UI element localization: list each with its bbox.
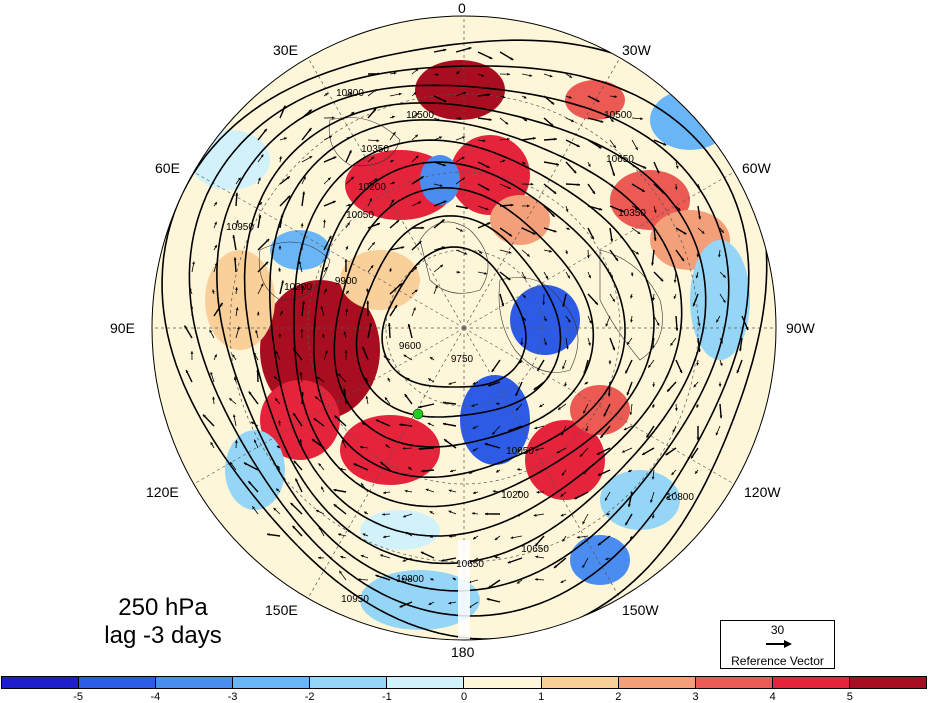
lon-label-90e: 90E <box>110 320 135 336</box>
reference-vector-magnitude: 30 <box>721 623 834 637</box>
lon-label-180: 180 <box>451 644 474 660</box>
lon-label-120e: 120E <box>146 484 179 500</box>
colorbar-segment <box>387 677 464 688</box>
colorbar <box>1 676 927 689</box>
contour-label: 10950 <box>226 222 254 233</box>
colorbar-tick-label: 2 <box>615 691 621 703</box>
colorbar-tick-label: 0 <box>461 691 467 703</box>
colorbar-tick-label: -2 <box>305 691 315 703</box>
figure-title: 250 hPa lag -3 days <box>80 594 246 650</box>
contour-label: 9900 <box>335 276 358 287</box>
contour-label: 10200 <box>358 182 386 193</box>
lon-label-120w: 120W <box>744 484 781 500</box>
anomaly-patch <box>650 90 730 150</box>
colorbar-segment <box>233 677 310 688</box>
reference-vector-label: Reference Vector <box>721 654 834 668</box>
contour-label: 9600 <box>399 341 422 352</box>
contour-label: 10350 <box>618 208 646 219</box>
colorbar-segment <box>696 677 773 688</box>
colorbar-segment <box>79 677 156 688</box>
colorbar-tick-label: -4 <box>150 691 160 703</box>
colorbar-segment <box>310 677 387 688</box>
colorbar-segment <box>156 677 233 688</box>
colorbar-segment <box>850 677 926 688</box>
colorbar-segment <box>773 677 850 688</box>
colorbar-tick-label: 5 <box>847 691 853 703</box>
lon-label-0: 0 <box>458 0 466 16</box>
colorbar-tick-label: -1 <box>382 691 392 703</box>
contour-label: 10050 <box>506 446 534 457</box>
contour-label: 10800 <box>336 88 364 99</box>
dateline-strip <box>458 540 470 640</box>
lon-label-30e: 30E <box>273 42 298 58</box>
colorbar-tick-label: -3 <box>228 691 238 703</box>
colorbar-tick-label: -5 <box>73 691 83 703</box>
colorbar-segment <box>542 677 619 688</box>
lon-label-150e: 150E <box>265 602 298 618</box>
contour-label: 10500 <box>406 110 434 121</box>
lon-label-60e: 60E <box>155 160 180 176</box>
title-lag: lag -3 days <box>80 622 246 650</box>
contour-label: 10050 <box>346 210 374 221</box>
reference-arrow-icon <box>765 639 793 649</box>
contour-label: 10650 <box>521 544 549 555</box>
colorbar-segment <box>464 677 541 688</box>
lon-label-30w: 30W <box>622 42 651 58</box>
anomaly-patch <box>570 535 630 585</box>
contour-label: 10800 <box>666 492 694 503</box>
contour-label: 10200 <box>284 282 312 293</box>
colorbar-segment <box>619 677 696 688</box>
contour-label: 10800 <box>396 574 424 585</box>
lon-label-150w: 150W <box>622 602 659 618</box>
colorbar-segment <box>2 677 79 688</box>
lon-label-90w: 90W <box>786 320 815 336</box>
title-level: 250 hPa <box>80 594 246 622</box>
reference-vector-box: 30 Reference Vector <box>720 620 835 669</box>
contour-label: 9750 <box>451 354 474 365</box>
anomaly-patch <box>570 385 630 435</box>
contour-label: 10650 <box>606 154 634 165</box>
anomaly-patch <box>360 510 440 550</box>
contour-label: 10200 <box>501 490 529 501</box>
contour-label: 10350 <box>361 144 389 155</box>
location-marker <box>413 409 423 419</box>
contour-label: 10650 <box>456 559 484 570</box>
colorbar-tick-label: 3 <box>692 691 698 703</box>
lon-label-60w: 60W <box>742 160 771 176</box>
colorbar-tick-label: 1 <box>538 691 544 703</box>
contour-label: 10500 <box>604 110 632 121</box>
colorbar-tick-label: 4 <box>770 691 776 703</box>
contour-label: 10950 <box>341 594 369 605</box>
